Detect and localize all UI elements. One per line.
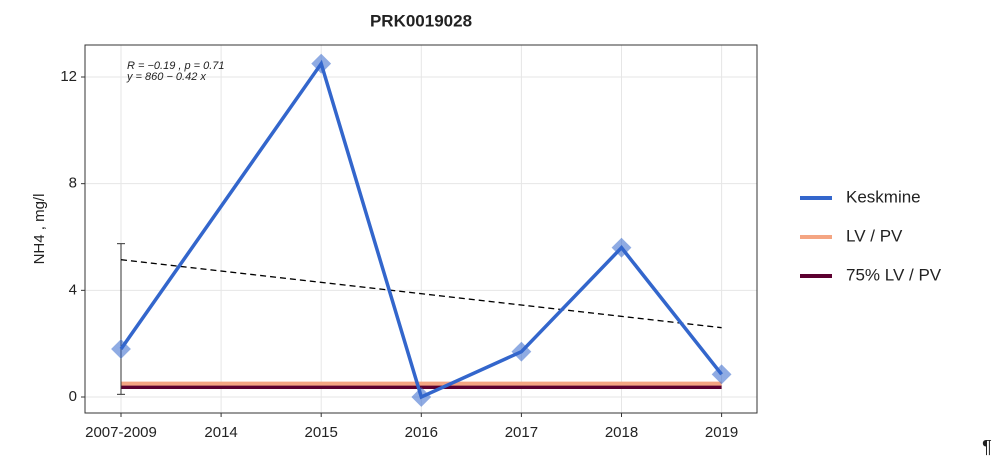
trend-annotation: R = −0.19 , p = 0.71 [127,60,225,72]
y-tick-label: 12 [60,68,77,85]
legend-label: 75% LV / PV [846,265,942,284]
series-line [119,59,723,400]
y-axis-label: NH4 , mg/l [31,194,48,265]
pilcrow: ¶ [982,437,992,457]
y-tick-label: 4 [69,281,77,298]
x-tick-label: 2018 [605,424,638,441]
point-marker [411,387,432,407]
y-tick-label: 8 [69,175,77,192]
y-tick-label: 0 [69,388,77,405]
x-tick-label: 2019 [705,424,738,441]
trend-annotation: y = 860 − 0.42 x [126,71,206,83]
x-tick-label: 2017 [505,424,538,441]
point-marker [511,341,532,362]
point-marker [111,339,131,359]
point-marker [311,53,332,74]
legend-label: Keskmine [846,187,921,206]
trend-line [120,259,722,329]
x-tick-label: 2016 [405,424,438,441]
chart-title: PRK0019028 [370,11,472,30]
x-tick-label: 2015 [305,424,338,441]
x-tick-label: 2007-2009 [85,424,157,441]
x-tick-label: 2014 [204,424,237,441]
legend-label: LV / PV [846,226,903,245]
point-marker [711,364,732,385]
